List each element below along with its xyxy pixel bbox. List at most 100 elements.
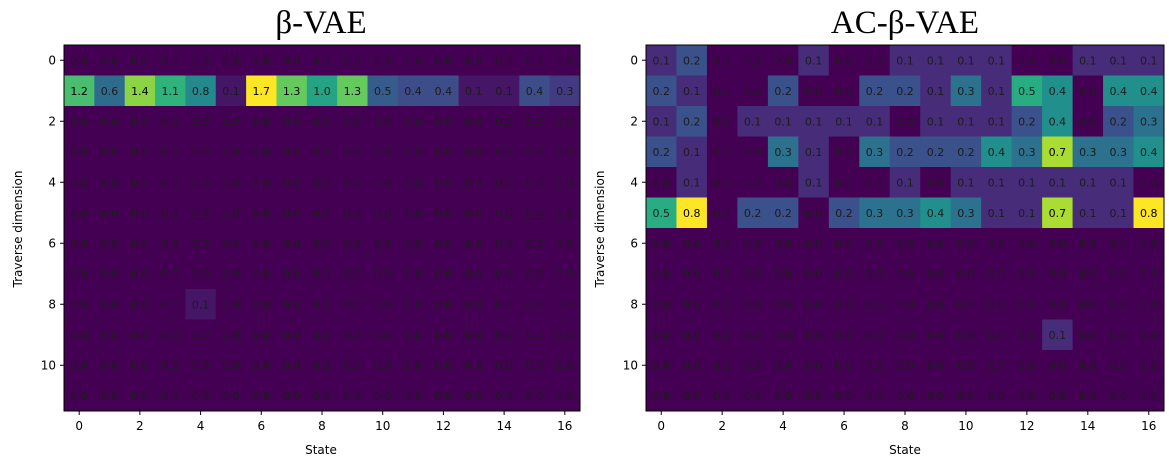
heatmap-cell-r5-c14 [488, 197, 520, 229]
cell-value-r10-c3: 0.0 [744, 359, 762, 372]
heatmap-cell-r9-c3 [737, 319, 769, 351]
cell-value-r6-c0: 0.0 [70, 237, 88, 250]
heatmap-cell-r6-c7 [859, 228, 891, 259]
cell-value-r2-c2: 0.0 [131, 115, 149, 128]
heatmap-cell-r3-c10 [950, 136, 982, 168]
cell-value-r7-c10: 0.0 [374, 268, 392, 281]
chart-title-beta-vae: β-VAE [275, 5, 366, 41]
cell-value-r8-c11: 0.0 [988, 298, 1006, 311]
heatmap-cell-r9-c15 [1103, 319, 1135, 351]
cell-value-r3-c7: 0.3 [866, 146, 884, 159]
heatmap-cell-r9-c7 [859, 319, 891, 351]
cell-value-r9-c15: 0.0 [526, 329, 544, 342]
heatmap-cell-r2-c4 [767, 106, 799, 137]
heatmap-cell-r7-c4 [767, 258, 799, 290]
heatmap-cell-r10-c6 [246, 350, 277, 381]
cell-value-r9-c11: 0.0 [404, 329, 422, 342]
cell-value-r6-c12: 0.0 [1018, 237, 1036, 250]
heatmap-cell-r4-c15 [519, 167, 551, 198]
cell-value-r3-c6: 0.0 [835, 146, 853, 159]
cell-value-r0-c10: 0.0 [374, 54, 392, 67]
cell-value-r3-c1: 0.0 [101, 146, 119, 159]
cell-value-r7-c1: 0.0 [683, 268, 701, 281]
cell-value-r3-c3: 0.0 [744, 146, 762, 159]
heatmap-cell-r8-c4 [185, 289, 217, 320]
cell-value-r8-c6: 0.0 [835, 298, 853, 311]
cell-value-r6-c16: 0.0 [556, 237, 574, 250]
cell-value-r9-c1: 0.0 [683, 329, 701, 342]
heatmap-cell-r4-c13 [1042, 167, 1074, 198]
heatmap-cell-r11-c16 [549, 380, 581, 412]
cell-value-r10-c4: 0.0 [774, 359, 792, 372]
cell-value-r10-c8: 0.0 [896, 359, 914, 372]
cell-value-r2-c15: 0.2 [1110, 115, 1128, 128]
cell-value-r7-c6: 0.0 [253, 268, 271, 281]
cell-value-r11-c1: 0.0 [101, 390, 119, 403]
heatmap-cell-r4-c3 [737, 167, 769, 198]
heatmap-cell-r6-c4 [185, 228, 217, 259]
cell-value-r0-c2: 0.0 [713, 54, 731, 67]
heatmap-cell-r7-c3 [737, 258, 769, 290]
heatmap-cell-r9-c2 [706, 319, 738, 351]
cell-value-r1-c0: 1.2 [70, 85, 88, 98]
cell-value-r9-c2: 0.0 [713, 329, 731, 342]
x-tick-label-8: 8 [318, 419, 326, 433]
heatmap-cell-r4-c0 [646, 167, 677, 198]
cell-value-r1-c11: 0.1 [988, 85, 1006, 98]
cell-value-r5-c14: 0.1 [1079, 207, 1097, 220]
heatmap-cell-r3-c1 [676, 136, 708, 168]
cell-value-r7-c5: 0.0 [222, 268, 240, 281]
heatmap-cell-r7-c8 [889, 258, 921, 290]
heatmap-cell-r6-c5 [798, 228, 830, 259]
cell-value-r2-c2: 0.0 [713, 115, 731, 128]
heatmap-cell-r2-c3 [155, 106, 186, 137]
cell-value-r10-c13: 0.0 [465, 359, 483, 372]
heatmap-cell-r11-c1 [676, 380, 708, 412]
heatmap-cell-r0-c14 [1072, 45, 1104, 76]
cell-value-r3-c14: 0.3 [1079, 146, 1097, 159]
heatmap-cell-r3-c15 [1103, 136, 1135, 168]
heatmap-cell-r10-c9 [920, 350, 952, 381]
heatmap-cell-r0-c6 [246, 45, 277, 76]
heatmap-cell-r1-c11 [397, 75, 429, 107]
heatmap-cell-r1-c5 [215, 75, 247, 107]
heatmap-cell-r1-c8 [306, 75, 338, 107]
cell-value-r8-c15: 0.0 [1110, 298, 1128, 311]
cell-value-r4-c15: 0.0 [526, 176, 544, 189]
cell-value-r1-c7: 1.3 [283, 85, 301, 98]
cell-value-r2-c7: 0.0 [283, 115, 301, 128]
cell-value-r7-c0: 0.0 [652, 268, 670, 281]
cell-value-r0-c3: 0.0 [161, 54, 179, 67]
cell-value-r11-c5: 0.0 [805, 390, 823, 403]
heatmap-cell-r9-c5 [215, 319, 247, 351]
cell-value-r11-c8: 0.0 [313, 390, 331, 403]
heatmap-cell-r6-c10 [950, 228, 982, 259]
heatmap-cell-r8-c15 [519, 289, 551, 320]
cell-value-r2-c0: 0.1 [652, 115, 670, 128]
heatmap-cell-r6-c4 [767, 228, 799, 259]
heatmap-cell-r5-c12 [1011, 197, 1043, 229]
heatmap-cell-r8-c1 [94, 289, 126, 320]
heatmap-cell-r1-c4 [767, 75, 799, 107]
heatmap-cell-r4-c12 [1011, 167, 1043, 198]
heatmap-cell-r8-c12 [1011, 289, 1043, 320]
heatmap-cell-r4-c7 [859, 167, 891, 198]
cell-value-r7-c8: 0.0 [896, 268, 914, 281]
cell-value-r2-c4: 0.0 [192, 115, 210, 128]
heatmap-cell-r8-c9 [920, 289, 952, 320]
cell-value-r8-c1: 0.0 [683, 298, 701, 311]
cell-value-r11-c3: 0.0 [161, 390, 179, 403]
heatmap-cell-r6-c1 [94, 228, 126, 259]
cell-value-r6-c10: 0.0 [374, 237, 392, 250]
cell-value-r1-c14: 0.1 [495, 85, 513, 98]
cell-value-r9-c16: 0.0 [556, 329, 574, 342]
heatmap-cell-r9-c11 [397, 319, 429, 351]
heatmap-cell-r4-c6 [828, 167, 860, 198]
heatmap-cell-r4-c9 [920, 167, 952, 198]
cell-value-r8-c3: 0.0 [744, 298, 762, 311]
cell-value-r9-c4: 0.0 [774, 329, 792, 342]
heatmap-cell-r5-c14 [1072, 197, 1104, 229]
cell-value-r10-c3: 0.0 [161, 359, 179, 372]
cell-value-r5-c9: 0.4 [927, 207, 945, 220]
heatmap-cell-r7-c0 [64, 258, 95, 290]
